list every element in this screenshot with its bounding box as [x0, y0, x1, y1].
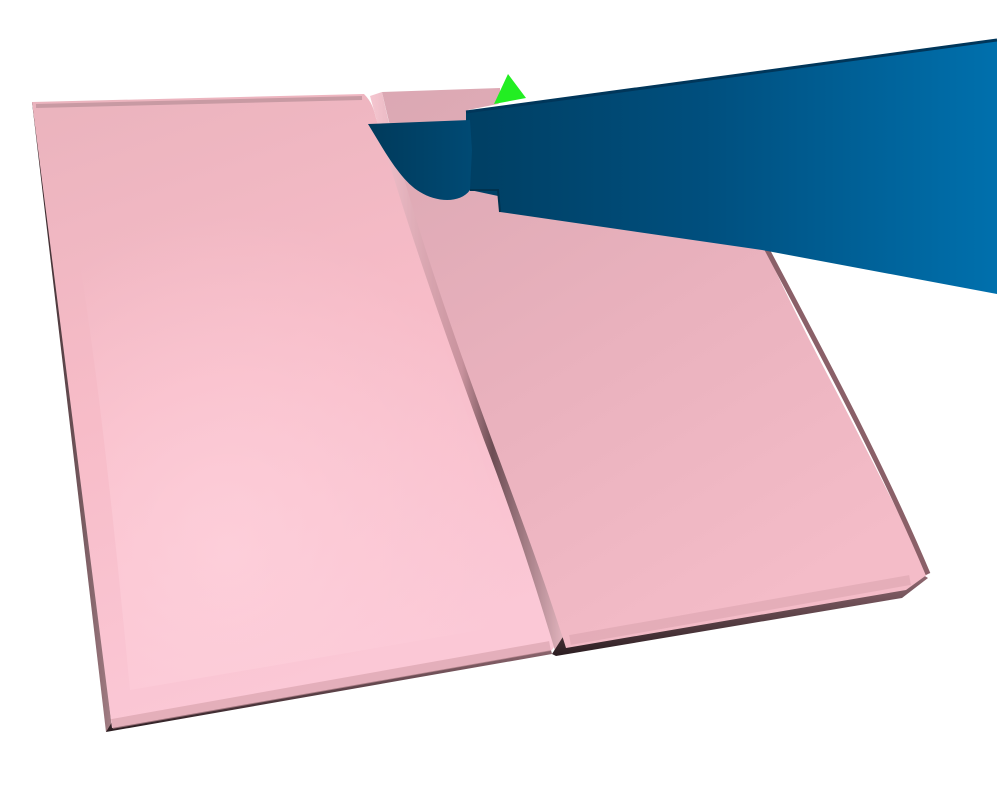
tool-jaw: [368, 120, 472, 200]
left-slab-bevel: [111, 641, 551, 729]
green-marker[interactable]: [494, 74, 526, 104]
surgical-tool[interactable]: [368, 38, 997, 294]
left-slab-rim: [35, 96, 363, 108]
tool-joint: [470, 189, 501, 213]
left-tissue-slab[interactable]: [32, 94, 566, 732]
right-tissue-slab[interactable]: [382, 88, 931, 656]
tool-shaft: [466, 40, 997, 294]
right-slab-right-rim: [759, 238, 931, 575]
tool-top-edge: [465, 38, 997, 114]
right-slab-bevel: [569, 575, 911, 645]
right-slab-top: [382, 88, 928, 648]
left-slab-sheen: [60, 130, 540, 690]
left-slab-side: [32, 102, 112, 732]
